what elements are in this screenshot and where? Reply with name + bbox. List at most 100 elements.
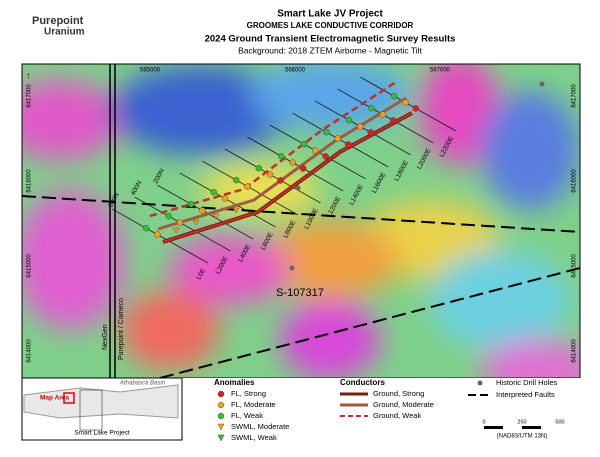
project-box — [79, 389, 103, 431]
logo-text: Purepoint — [32, 15, 84, 27]
easting-label: 566000 — [285, 68, 306, 74]
anomaly — [322, 153, 329, 160]
legend-label: Ground, Weak — [373, 411, 421, 420]
anomaly — [176, 219, 184, 226]
anomaly — [199, 207, 206, 214]
scale-label: 500 — [555, 419, 564, 425]
raster-blobs — [22, 64, 580, 378]
legend-symbol — [217, 423, 225, 431]
anomaly — [277, 177, 284, 184]
anomaly — [278, 152, 285, 160]
subtitle: Background: 2018 ZTEM Airborne - Magneti… — [238, 45, 422, 55]
legend-title: Conductors — [340, 378, 385, 387]
anomaly — [345, 116, 353, 124]
boundary-label: Purepoint / Cameco — [118, 298, 125, 360]
anomaly — [312, 147, 319, 154]
drill-hole — [289, 265, 295, 271]
inset-label: Smart Lake Project — [74, 430, 129, 437]
anomaly — [334, 135, 341, 142]
easting-label: 565000 — [140, 68, 161, 74]
anomaly — [412, 105, 420, 112]
northing-label: 6414000 — [27, 339, 33, 363]
swml-anomaly — [172, 227, 180, 234]
legend-label: Ground, Moderate — [373, 400, 434, 409]
basin-shape — [23, 384, 179, 419]
conductor-strong — [162, 112, 413, 243]
inset-label: Athabasca Basin — [119, 381, 166, 387]
legend-symbol — [217, 412, 225, 420]
legend-label: SWML, Weak — [231, 433, 277, 442]
conductor-moderate — [157, 96, 407, 231]
anomaly — [402, 99, 409, 106]
anomaly — [390, 92, 398, 100]
legend-label: SWML, Moderate — [231, 422, 289, 431]
scale-label: 250 — [517, 419, 526, 425]
title: Smart Lake JV Project — [277, 9, 383, 20]
legend-symbol — [217, 401, 225, 409]
northing-label: 6415000 — [27, 254, 33, 278]
inset-label: Map Area — [40, 395, 69, 402]
drill-hole — [295, 185, 301, 191]
anomaly — [300, 140, 308, 148]
claim-label: S-107317 — [276, 287, 324, 299]
northing-label: 6417000 — [27, 84, 33, 108]
anomaly — [187, 200, 195, 208]
anomaly — [390, 117, 397, 124]
northing-label: 6416000 — [572, 169, 578, 193]
anomaly — [323, 128, 330, 136]
legend-label: FL, Moderate — [231, 400, 276, 409]
anomaly — [368, 104, 375, 112]
conductor-weak — [149, 80, 397, 218]
legend-symbol — [477, 380, 483, 386]
anomaly — [244, 183, 251, 190]
anomaly — [221, 195, 229, 202]
anomaly — [367, 129, 374, 136]
fault — [159, 267, 581, 379]
anomaly — [344, 141, 352, 148]
projection: (NAD83/UTM 13N) — [497, 434, 548, 440]
drill-hole — [539, 81, 545, 87]
anomaly — [210, 188, 217, 196]
legend: Anomalies FL, Strong FL, Moderate FL, Weak S… — [214, 378, 565, 442]
legend-label: Historic Drill Holes — [496, 378, 558, 387]
legend-symbol — [217, 390, 225, 398]
scale-bar — [541, 426, 560, 429]
subtitle: GROOMES LAKE CONDUCTIVE CORRIDOR — [247, 21, 414, 30]
anomaly — [165, 212, 172, 220]
line-label: L0E — [196, 267, 208, 281]
legend-label: Ground, Strong — [373, 389, 424, 398]
grid-labels: 565000 566000 567000 6417000 6417000 6416000 6… — [27, 68, 578, 363]
anomalies — [142, 92, 420, 238]
anomaly — [142, 224, 150, 232]
anomaly — [233, 176, 240, 184]
anomaly — [289, 159, 296, 166]
logo-text: Uranium — [44, 27, 85, 38]
swml-anomaly — [212, 213, 220, 220]
logo — [30, 14, 110, 44]
swml-anomaly — [192, 219, 200, 226]
northing-label: 6416000 — [27, 169, 33, 193]
map-area-box — [63, 392, 75, 404]
anomaly — [266, 171, 274, 178]
fault — [21, 195, 581, 233]
anomaly — [299, 165, 307, 172]
scale-label: 0 — [482, 419, 485, 425]
swml-anomaly — [232, 207, 240, 214]
scale-bar — [503, 426, 522, 429]
northing-label: 6414000 — [572, 339, 578, 363]
legend-title: Anomalies — [214, 378, 255, 387]
northing-label: 6417000 — [572, 84, 578, 108]
legend-label: FL, Strong — [231, 389, 266, 398]
anomaly — [379, 111, 387, 118]
legend-symbol — [217, 434, 225, 442]
northing-label: 6415000 — [572, 254, 578, 278]
boundary-label: NexGen — [102, 324, 109, 350]
legend-label: FL, Weak — [231, 411, 263, 420]
anomaly — [154, 231, 161, 238]
north-arrow: ↑ — [26, 70, 31, 80]
subtitle: 2024 Ground Transient Electromagnetic Su… — [205, 34, 456, 45]
anomaly — [255, 164, 263, 172]
anomaly — [357, 123, 364, 130]
